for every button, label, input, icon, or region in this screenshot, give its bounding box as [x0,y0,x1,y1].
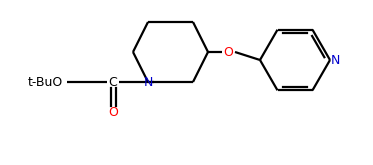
Text: N: N [143,76,153,88]
Text: N: N [330,53,340,66]
Text: O: O [223,46,233,59]
Text: O: O [108,105,118,118]
Text: C: C [109,76,117,88]
Text: t-BuO: t-BuO [27,76,63,88]
